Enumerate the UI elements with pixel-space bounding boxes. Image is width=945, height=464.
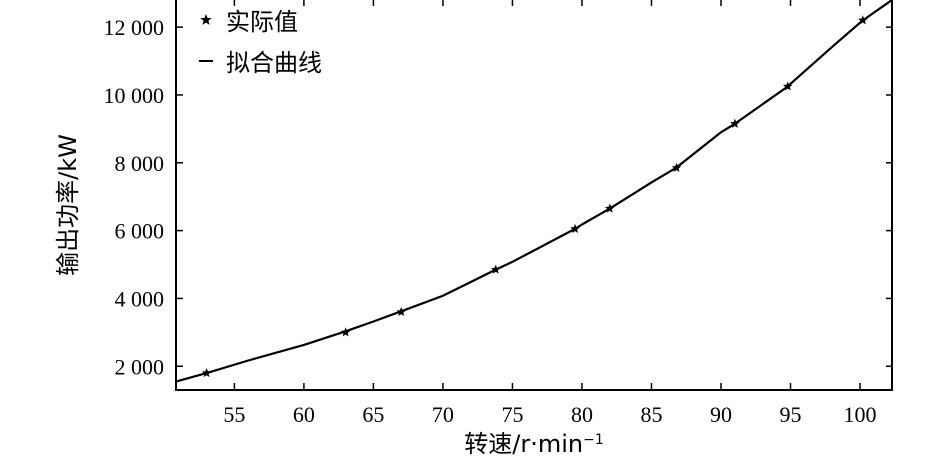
y-tick-label: 10 000	[104, 83, 165, 108]
y-tick-label: 4 000	[115, 286, 165, 311]
legend-star-marker-icon	[200, 14, 212, 25]
y-axis-ticks: 2 000 4 000 6 000 8 000 10 000 12 000	[104, 15, 892, 379]
actual-value-point	[396, 307, 406, 317]
actual-value-point	[858, 15, 868, 25]
actual-value-point	[605, 203, 615, 213]
legend-entry-actual: 实际值	[200, 8, 298, 36]
x-tick-label: 95	[780, 402, 802, 427]
y-tick-label: 8 000	[115, 151, 165, 176]
x-tick-label: 100	[844, 402, 877, 427]
x-tick-label: 55	[223, 402, 245, 427]
y-tick-label: 2 000	[115, 354, 165, 379]
x-tick-label: 75	[501, 402, 523, 427]
actual-value-point	[340, 327, 351, 337]
plot-area: 55 60 65 70 75 80 85 90 95 100 2 000 4 000 6 000 8 0…	[104, 0, 893, 427]
actual-value-point	[491, 264, 501, 274]
x-tick-label: 80	[571, 402, 593, 427]
legend-entry-fit: 拟合曲线	[199, 49, 322, 77]
x-tick-label: 70	[432, 402, 454, 427]
x-axis-title-main: 转速/r·min	[464, 430, 583, 458]
legend-label-actual: 实际值	[226, 8, 298, 36]
x-axis-title: 转速/r·min−1	[464, 430, 603, 458]
axes-frame	[175, 0, 893, 391]
actual-value-point	[201, 368, 212, 378]
actual-value-point	[570, 223, 580, 233]
x-tick-label: 60	[293, 402, 315, 427]
actual-value-point	[671, 162, 682, 172]
x-tick-label: 85	[640, 402, 662, 427]
legend-label-fit: 拟合曲线	[226, 49, 322, 77]
legend: 实际值 拟合曲线	[199, 8, 322, 77]
x-axis-title-superscript: −1	[583, 432, 604, 448]
series-layer	[175, 0, 893, 383]
actual-value-point	[730, 118, 740, 128]
y-tick-label: 6 000	[115, 219, 165, 244]
x-tick-label: 65	[362, 402, 384, 427]
x-tick-label: 90	[710, 402, 732, 427]
y-axis-title: 输出功率/kW	[54, 134, 82, 276]
actual-value-point	[782, 81, 793, 91]
x-axis-ticks: 55 60 65 70 75 80 85 90 95 100	[223, 0, 877, 427]
y-tick-label: 12 000	[104, 15, 165, 40]
